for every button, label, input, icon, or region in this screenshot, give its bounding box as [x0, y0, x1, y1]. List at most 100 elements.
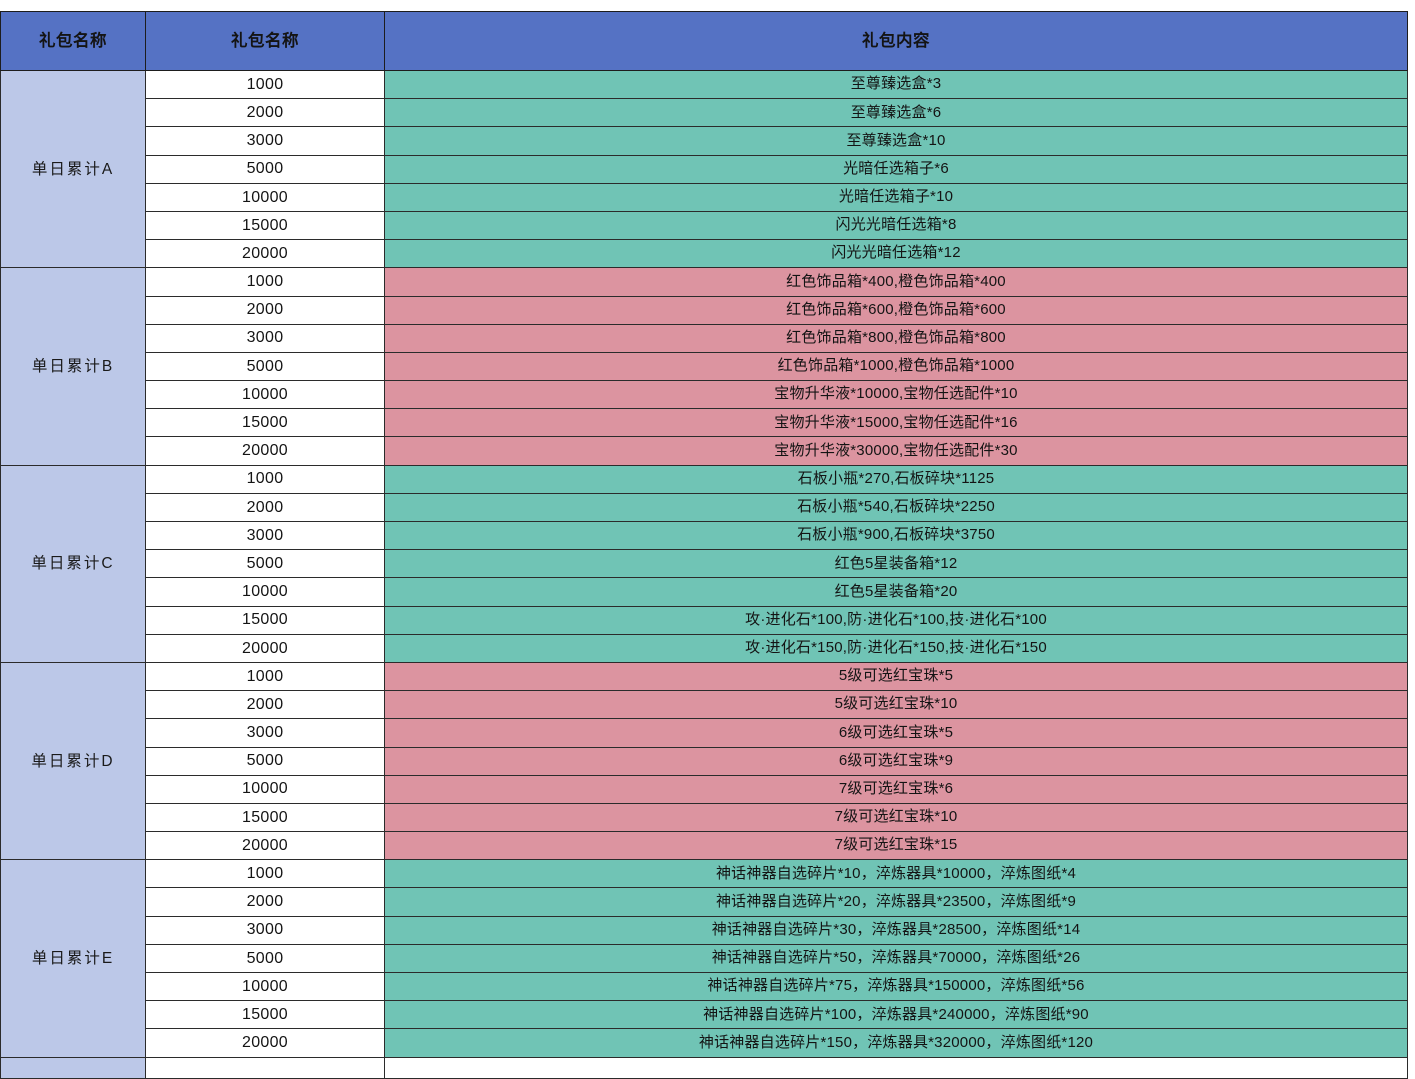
- content-cell[interactable]: 5级可选红宝珠*10: [384, 690, 1408, 720]
- content-cell[interactable]: 神话神器自选碎片*150，淬炼器具*320000，淬炼图纸*120: [384, 1028, 1408, 1058]
- content-cell[interactable]: 6级可选红宝珠*9: [384, 746, 1408, 776]
- group-label-cell[interactable]: 单日累计D: [0, 661, 146, 861]
- content-cell[interactable]: 神话神器自选碎片*75，淬炼器具*150000，淬炼图纸*56: [384, 971, 1408, 1002]
- amount-cell[interactable]: 20000: [145, 831, 385, 861]
- amount-cell[interactable]: 3000: [145, 323, 385, 353]
- amount-cell[interactable]: 10000: [145, 380, 385, 410]
- amount-cell[interactable]: 20000: [145, 1028, 385, 1058]
- content-cell[interactable]: 红色5星装备箱*12: [384, 549, 1408, 579]
- amount-cell[interactable]: 3000: [145, 126, 385, 156]
- content-cell[interactable]: 神话神器自选碎片*30，淬炼器具*28500，淬炼图纸*14: [384, 915, 1408, 945]
- group-label-cell[interactable]: [0, 1056, 146, 1079]
- content-cell[interactable]: 神话神器自选碎片*50，淬炼器具*70000，淬炼图纸*26: [384, 943, 1408, 974]
- table-row: [0, 1056, 1408, 1079]
- content-cell[interactable]: 石板小瓶*900,石板碎块*3750: [384, 520, 1408, 551]
- content-cell[interactable]: 红色5星装备箱*20: [384, 577, 1408, 607]
- amount-cell[interactable]: [145, 1056, 385, 1079]
- content-cell[interactable]: 攻·进化石*150,防·进化石*150,技·进化石*150: [384, 633, 1408, 663]
- table-row: 5000 红色5星装备箱*12: [1, 549, 1408, 579]
- table-row: 15000 攻·进化石*100,防·进化石*100,技·进化石*100: [1, 605, 1408, 635]
- content-cell[interactable]: [384, 1056, 1408, 1079]
- content-cell[interactable]: 6级可选红宝珠*5: [384, 718, 1408, 748]
- content-cell[interactable]: 红色饰品箱*600,橙色饰品箱*600: [384, 295, 1408, 325]
- table-row: 10000 神话神器自选碎片*75，淬炼器具*150000，淬炼图纸*56: [1, 971, 1408, 1002]
- amount-cell[interactable]: 2000: [145, 492, 385, 523]
- content-cell[interactable]: 神话神器自选碎片*100，淬炼器具*240000，淬炼图纸*90: [384, 1000, 1408, 1030]
- amount-cell[interactable]: 1000: [145, 859, 385, 889]
- amount-cell[interactable]: 5000: [145, 154, 385, 184]
- content-cell[interactable]: 闪光光暗任选箱*8: [384, 210, 1408, 241]
- table-row: 3000 6级可选红宝珠*5: [1, 718, 1408, 748]
- column-header-package-name[interactable]: 礼包名称: [145, 11, 385, 71]
- content-cell[interactable]: 7级可选红宝珠*6: [384, 774, 1408, 804]
- amount-cell[interactable]: 10000: [145, 971, 385, 1002]
- amount-cell[interactable]: 10000: [145, 577, 385, 607]
- content-cell[interactable]: 神话神器自选碎片*10，淬炼器具*10000，淬炼图纸*4: [384, 859, 1408, 889]
- content-cell[interactable]: 5级可选红宝珠*5: [384, 661, 1408, 692]
- amount-cell[interactable]: 5000: [145, 549, 385, 579]
- amount-cell[interactable]: 3000: [145, 718, 385, 748]
- content-cell[interactable]: 石板小瓶*540,石板碎块*2250: [384, 492, 1408, 523]
- amount-cell[interactable]: 2000: [145, 690, 385, 720]
- amount-cell[interactable]: 3000: [145, 520, 385, 551]
- amount-cell[interactable]: 2000: [145, 295, 385, 325]
- amount-cell[interactable]: 1000: [145, 267, 385, 297]
- amount-cell[interactable]: 20000: [145, 633, 385, 663]
- table-row: 20000 闪光光暗任选箱*12: [1, 239, 1408, 269]
- table-row: 10000 红色5星装备箱*20: [1, 577, 1408, 607]
- table-row: 20000 宝物升华液*30000,宝物任选配件*30: [1, 436, 1408, 466]
- table-row: 单日累计C 1000 石板小瓶*270,石板碎块*1125: [0, 464, 1408, 663]
- content-cell[interactable]: 7级可选红宝珠*15: [384, 831, 1408, 861]
- table-row: 10000 7级可选红宝珠*6: [1, 774, 1408, 804]
- amount-cell[interactable]: 10000: [145, 774, 385, 804]
- content-cell[interactable]: 宝物升华液*15000,宝物任选配件*16: [384, 408, 1408, 438]
- amount-cell[interactable]: 1000: [145, 464, 385, 494]
- amount-cell[interactable]: 2000: [145, 887, 385, 917]
- content-cell[interactable]: 至尊臻选盒*3: [384, 69, 1408, 100]
- group-label-cell[interactable]: 单日累计B: [0, 267, 146, 466]
- content-cell[interactable]: 石板小瓶*270,石板碎块*1125: [384, 464, 1408, 494]
- amount-cell[interactable]: 15000: [145, 802, 385, 833]
- content-cell[interactable]: 至尊臻选盒*10: [384, 126, 1408, 156]
- group-label-cell[interactable]: 单日累计E: [0, 859, 146, 1058]
- table-row: 2000 石板小瓶*540,石板碎块*2250: [1, 492, 1408, 523]
- group-label-cell[interactable]: 单日累计C: [0, 464, 146, 663]
- table-row: 5000 神话神器自选碎片*50，淬炼器具*70000，淬炼图纸*26: [1, 943, 1408, 974]
- amount-cell[interactable]: 15000: [145, 210, 385, 241]
- amount-cell[interactable]: 5000: [145, 746, 385, 776]
- amount-cell[interactable]: 15000: [145, 1000, 385, 1030]
- table-row: 15000 7级可选红宝珠*10: [1, 802, 1408, 833]
- amount-cell[interactable]: 3000: [145, 915, 385, 945]
- content-cell[interactable]: 红色饰品箱*1000,橙色饰品箱*1000: [384, 351, 1408, 382]
- content-cell[interactable]: 7级可选红宝珠*10: [384, 802, 1408, 833]
- amount-cell[interactable]: 1000: [145, 69, 385, 100]
- table-row: 3000 神话神器自选碎片*30，淬炼器具*28500，淬炼图纸*14: [1, 915, 1408, 945]
- amount-cell[interactable]: 10000: [145, 182, 385, 212]
- amount-cell[interactable]: 2000: [145, 98, 385, 128]
- gift-package-table: 礼包名称 礼包名称 礼包内容 单日累计A 1000 至尊臻选盒*3 2000 至尊臻选盒…: [0, 11, 1408, 1079]
- content-cell[interactable]: 红色饰品箱*400,橙色饰品箱*400: [384, 267, 1408, 297]
- content-cell[interactable]: 宝物升华液*10000,宝物任选配件*10: [384, 380, 1408, 410]
- amount-cell[interactable]: 15000: [145, 408, 385, 438]
- amount-cell[interactable]: 1000: [145, 661, 385, 692]
- amount-cell[interactable]: 15000: [145, 605, 385, 635]
- group-label-cell[interactable]: 单日累计A: [0, 69, 146, 269]
- content-cell[interactable]: 光暗任选箱子*10: [384, 182, 1408, 212]
- amount-cell[interactable]: 5000: [145, 943, 385, 974]
- content-cell[interactable]: 闪光光暗任选箱*12: [384, 239, 1408, 269]
- amount-cell[interactable]: 20000: [145, 436, 385, 466]
- content-cell[interactable]: 光暗任选箱子*6: [384, 154, 1408, 184]
- column-header-package-content[interactable]: 礼包内容: [384, 11, 1408, 71]
- content-cell[interactable]: 红色饰品箱*800,橙色饰品箱*800: [384, 323, 1408, 353]
- header-row: 礼包名称 礼包名称 礼包内容: [0, 11, 1408, 71]
- table-row: 3000 红色饰品箱*800,橙色饰品箱*800: [1, 323, 1408, 353]
- content-cell[interactable]: 至尊臻选盒*6: [384, 98, 1408, 128]
- content-cell[interactable]: 宝物升华液*30000,宝物任选配件*30: [384, 436, 1408, 466]
- amount-cell[interactable]: 5000: [145, 351, 385, 382]
- content-cell[interactable]: 神话神器自选碎片*20，淬炼器具*23500，淬炼图纸*9: [384, 887, 1408, 917]
- column-header-package-group[interactable]: 礼包名称: [0, 11, 146, 71]
- amount-cell[interactable]: 20000: [145, 239, 385, 269]
- table-row: 15000 闪光光暗任选箱*8: [1, 210, 1408, 241]
- content-cell[interactable]: 攻·进化石*100,防·进化石*100,技·进化石*100: [384, 605, 1408, 635]
- table-row: 5000 光暗任选箱子*6: [1, 154, 1408, 184]
